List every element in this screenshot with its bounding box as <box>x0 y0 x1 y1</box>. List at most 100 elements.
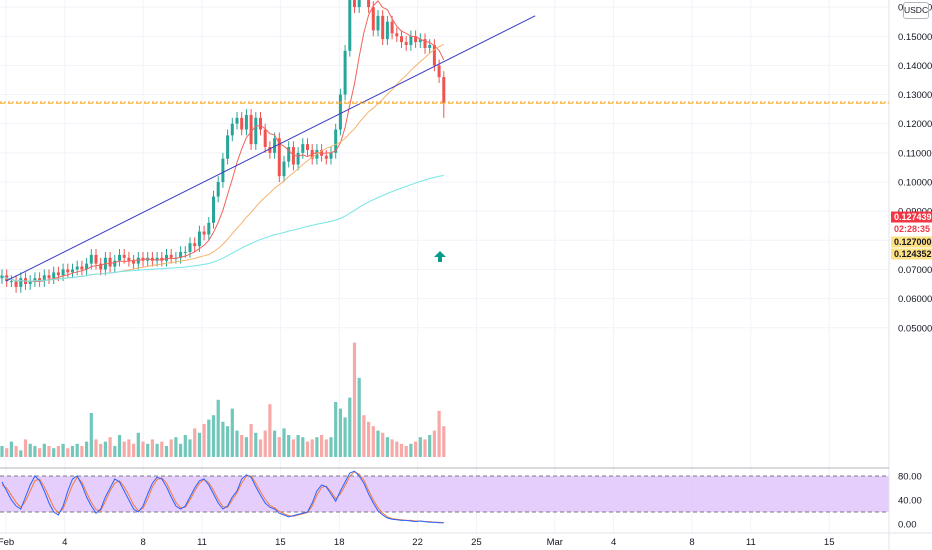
moving-averages <box>1 0 445 283</box>
volume-bar <box>287 435 291 457</box>
candle <box>202 231 206 235</box>
volume-bar <box>240 435 244 457</box>
volume-bar <box>136 432 140 457</box>
volume-bar <box>301 437 305 457</box>
candle <box>99 263 103 270</box>
volume-bar <box>179 443 183 457</box>
candle <box>132 260 136 264</box>
candle <box>169 254 173 258</box>
currency-button[interactable]: USDC <box>903 2 929 19</box>
time-axis-label: 11 <box>197 537 207 548</box>
candle <box>277 138 281 177</box>
volume-bar <box>132 443 136 457</box>
volume-bar <box>164 446 169 457</box>
volume-bar <box>89 413 93 457</box>
candle <box>385 21 389 40</box>
horizontal-lines <box>0 101 889 104</box>
time-axis-label: 4 <box>62 537 67 548</box>
candle <box>179 251 183 258</box>
candle <box>254 117 258 145</box>
volume-bar <box>385 437 389 457</box>
volume-bar <box>99 443 103 457</box>
candle <box>197 231 201 247</box>
volume-bar <box>127 439 131 457</box>
volume-bar <box>310 439 314 457</box>
candle <box>296 152 300 165</box>
time-axis-label: 25 <box>471 537 482 548</box>
candle <box>240 117 244 130</box>
volume-bar <box>226 426 230 457</box>
time-axis-label: 15 <box>275 537 286 548</box>
candle <box>437 65 441 78</box>
volume-bar <box>442 426 446 457</box>
candle <box>230 123 234 136</box>
volume-bar <box>207 419 211 457</box>
oscillator-axis-label: 40.00 <box>898 496 922 507</box>
volume-bar <box>38 448 42 457</box>
volume-bar <box>432 430 436 457</box>
volume-bar <box>113 446 117 457</box>
volume-bar <box>56 446 60 457</box>
candle <box>273 138 277 153</box>
candle <box>404 42 408 45</box>
candle <box>306 144 309 150</box>
candle <box>183 251 187 253</box>
time-axis-label: 11 <box>746 537 756 548</box>
volume-bar <box>273 430 277 457</box>
volume-bar <box>14 446 18 457</box>
volume-bar <box>141 441 145 457</box>
volume-bar <box>305 441 310 457</box>
candle <box>409 36 413 45</box>
candle <box>395 33 399 37</box>
volume-bar <box>230 408 234 457</box>
candle <box>160 257 164 261</box>
volume-bar <box>291 439 295 457</box>
candle <box>423 39 427 48</box>
time-axis[interactable]: Feb 4 8 11 15 18 22 25 Mar 4 8 11 15 <box>0 537 834 548</box>
candle <box>432 44 436 66</box>
candle <box>268 147 272 153</box>
price-axis[interactable]: 0.0500000.0600000.0700000.0800000.090000… <box>898 0 932 335</box>
candle <box>226 135 230 159</box>
volume-bar <box>399 443 404 457</box>
time-axis-label: 8 <box>689 537 694 548</box>
candle <box>338 94 342 130</box>
volume-bar <box>320 435 324 457</box>
volume-bar <box>42 443 46 457</box>
price-badges: 0.127439 02:28:35 0.127000 0.124352 <box>891 211 932 260</box>
candle <box>442 77 446 104</box>
oscillator-lines <box>0 470 889 524</box>
volume-bar <box>324 439 328 457</box>
candle <box>80 266 84 270</box>
candle <box>127 257 131 261</box>
volume-bar <box>80 446 84 457</box>
candle <box>414 36 418 43</box>
up-arrow-icon <box>434 251 446 262</box>
candle <box>66 269 70 273</box>
price-badge <box>891 236 932 248</box>
candle <box>42 275 46 282</box>
candle <box>212 196 215 223</box>
candle <box>235 117 239 124</box>
candle <box>14 281 18 287</box>
oscillator-line <box>1 470 444 524</box>
trendline[interactable] <box>5 15 536 282</box>
volume-bar <box>249 424 253 457</box>
candle <box>367 0 371 8</box>
volume-bar <box>263 430 267 457</box>
volume-bar <box>66 448 70 457</box>
volume-bar <box>174 437 178 457</box>
volume-bar <box>371 426 375 457</box>
volume-bar <box>414 441 418 457</box>
candle <box>376 15 380 31</box>
candle <box>94 254 98 264</box>
volume-bar <box>315 437 319 457</box>
volume-bar <box>28 443 32 457</box>
volume-bar <box>334 402 338 457</box>
volume-bar <box>437 410 441 457</box>
volume-bar <box>47 446 51 457</box>
volume-bar <box>404 446 408 457</box>
